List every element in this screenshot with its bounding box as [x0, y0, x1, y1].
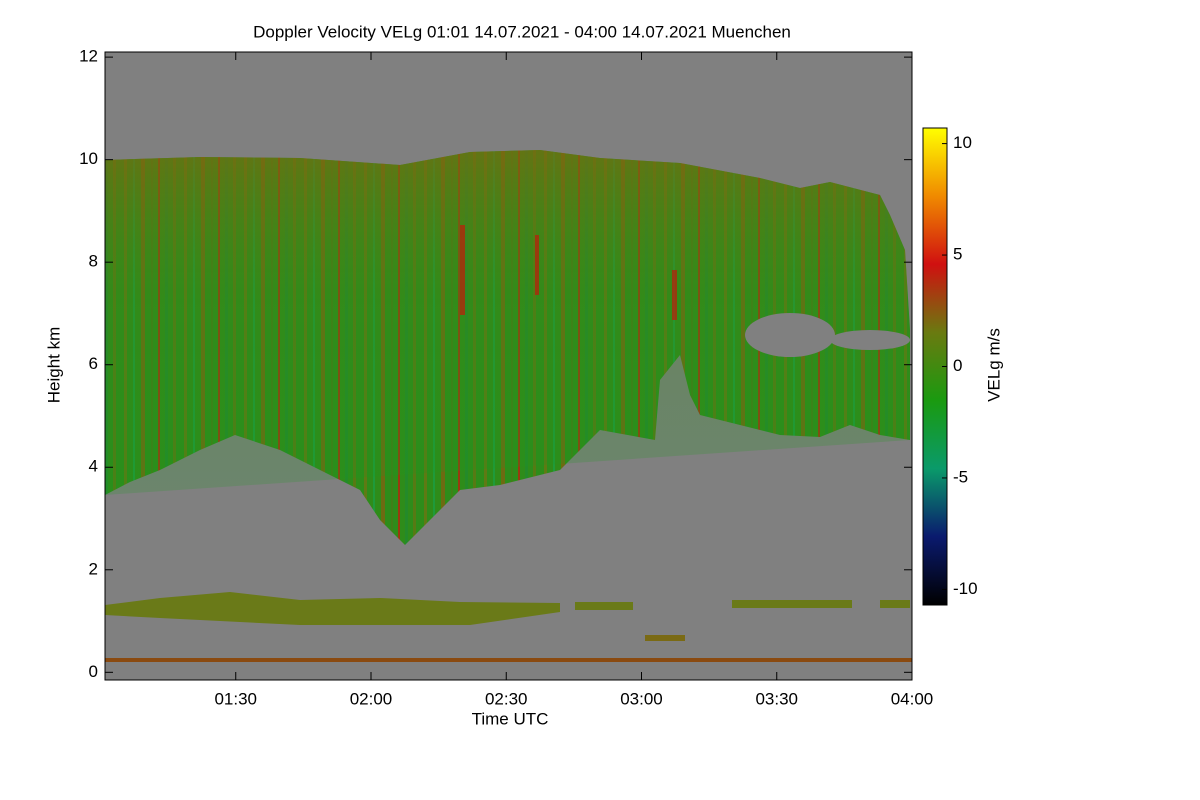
colorbar-tick-label: -10 — [953, 579, 978, 598]
red-streak — [535, 235, 539, 295]
x-tick-label: 02:00 — [350, 689, 393, 708]
colorbar-label: VELg m/s — [984, 328, 1003, 402]
colorbar-tick-label: -5 — [953, 467, 968, 486]
y-tick-label: 4 — [89, 457, 98, 476]
y-tick-label: 12 — [79, 47, 98, 66]
low-layer — [732, 600, 852, 608]
red-streak — [460, 225, 465, 315]
y-tick-label: 10 — [79, 149, 98, 168]
ground-clutter — [105, 658, 912, 662]
cloud-shade — [105, 150, 910, 495]
y-tick-label: 6 — [89, 354, 98, 373]
radar-echo — [105, 150, 912, 662]
y-tick-label: 0 — [89, 662, 98, 681]
x-tick-label: 01:30 — [214, 689, 257, 708]
y-tick-label: 2 — [89, 559, 98, 578]
x-tick-label: 03:30 — [755, 689, 798, 708]
plot-frame — [104, 51, 913, 681]
red-streak — [672, 270, 677, 320]
echo-gap — [830, 330, 910, 350]
low-layer — [105, 592, 560, 625]
colorbar-tick-label: 10 — [953, 133, 972, 152]
low-layer — [575, 602, 633, 610]
chart-title: Doppler Velocity VELg 01:01 14.07.2021 -… — [253, 22, 791, 41]
x-tick-label: 03:00 — [620, 689, 663, 708]
y-tick-label: 8 — [89, 252, 98, 271]
y-axis-label: Height km — [44, 327, 63, 404]
x-axis-label: Time UTC — [472, 709, 549, 728]
low-layer — [645, 635, 685, 641]
x-tick-label: 02:30 — [485, 689, 528, 708]
colorbar-tick-label: 5 — [953, 245, 962, 264]
low-layer — [880, 600, 910, 608]
x-tick-label: 04:00 — [891, 689, 934, 708]
echo-gap — [745, 313, 835, 357]
colorbar-tick-label: 0 — [953, 356, 962, 375]
